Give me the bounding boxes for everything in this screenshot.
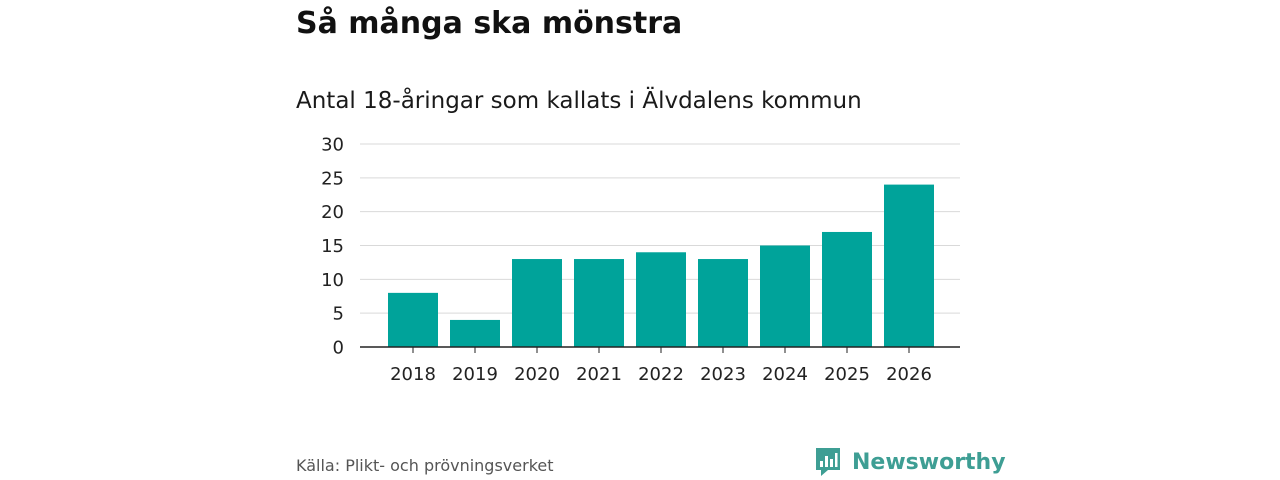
x-tick-label: 2026 xyxy=(886,364,932,385)
brand-logo: Newsworthy xyxy=(814,446,1006,478)
chart-subtitle: Antal 18-åringar som kallats i Älvdalens… xyxy=(296,88,862,114)
brand-name: Newsworthy xyxy=(852,449,1006,475)
x-tick-label: 2021 xyxy=(576,364,622,385)
x-axis-ticks: 2018 2019 2020 2021 2022 2023 2024 2025 2026 xyxy=(390,347,932,385)
bars xyxy=(388,184,934,347)
bar-2018 xyxy=(388,292,438,347)
bar-2023 xyxy=(698,259,748,347)
x-tick-label: 2018 xyxy=(390,364,436,385)
x-tick-label: 2020 xyxy=(514,364,560,385)
y-tick-label: 30 xyxy=(321,135,344,156)
bar-2022 xyxy=(636,252,686,347)
source-note: Källa: Plikt- och prövningsverket xyxy=(296,456,554,475)
bar-2021 xyxy=(574,259,624,347)
bar-chart-speech-bubble-icon xyxy=(816,448,840,476)
y-axis-ticks: 0 5 10 15 20 25 30 xyxy=(321,135,344,359)
chart-title: Så många ska mönstra xyxy=(296,6,683,41)
bar-2020 xyxy=(512,259,562,347)
x-tick-label: 2023 xyxy=(700,364,746,385)
y-tick-label: 10 xyxy=(321,270,344,291)
bar-2019 xyxy=(450,319,500,347)
bar-2024 xyxy=(760,245,810,347)
x-tick-label: 2022 xyxy=(638,364,684,385)
x-tick-label: 2019 xyxy=(452,364,498,385)
x-tick-label: 2025 xyxy=(824,364,870,385)
y-tick-label: 5 xyxy=(333,304,344,325)
bar-2025 xyxy=(822,231,872,347)
x-tick-label: 2024 xyxy=(762,364,808,385)
y-tick-label: 20 xyxy=(321,202,344,223)
y-tick-label: 0 xyxy=(333,338,344,359)
bar-2026 xyxy=(884,184,934,347)
y-tick-label: 25 xyxy=(321,168,344,189)
y-tick-label: 15 xyxy=(321,236,344,257)
